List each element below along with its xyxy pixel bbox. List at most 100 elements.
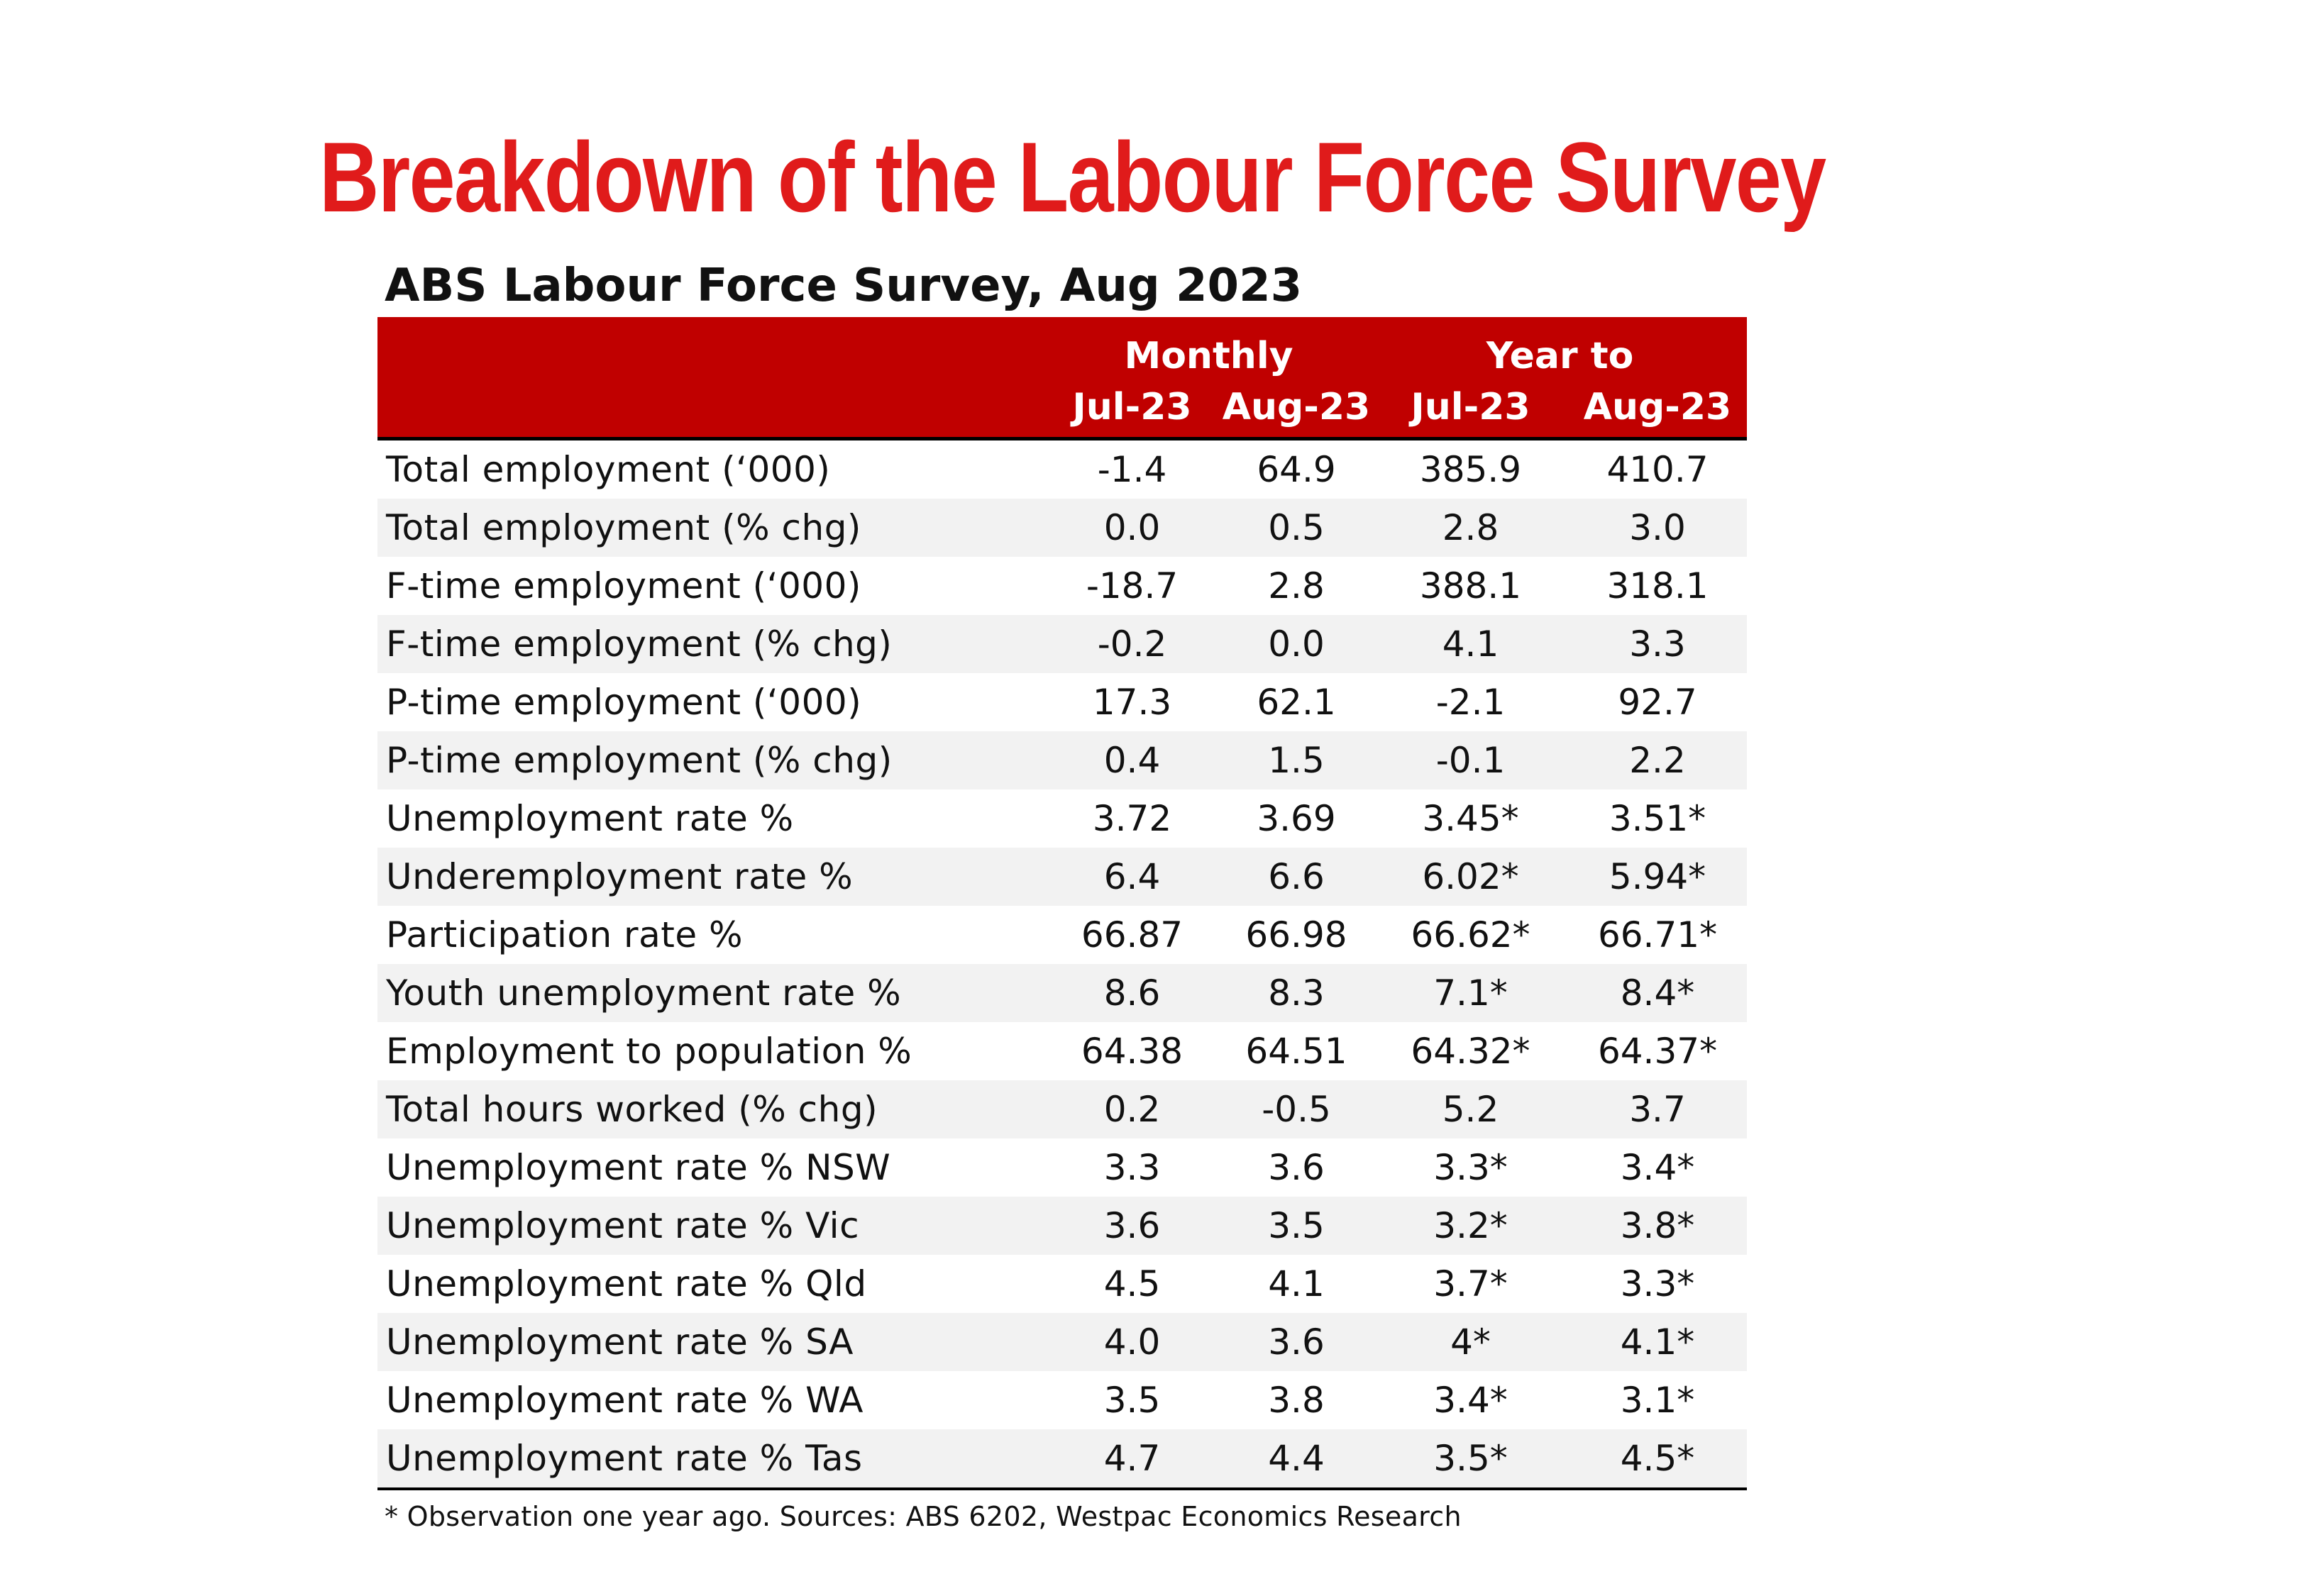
table-cell-value: 6.4 <box>1044 848 1220 906</box>
table-row: Unemployment rate % NSW 3.3 3.6 3.3* 3.4* <box>377 1138 1747 1197</box>
labour-force-table: Monthly Year to Jul-23 Aug-23 Jul-23 Aug… <box>377 317 1748 1490</box>
row-label: Unemployment rate % Qld <box>386 1263 867 1304</box>
table-cell-value: 0.0 <box>1044 499 1220 557</box>
table-row: Total hours worked (% chg) 0.2 -0.5 5.2 3.7 <box>377 1080 1748 1138</box>
table-cell-value: 3.4* <box>1433 1380 1508 1421</box>
column-group-monthly: Monthly <box>1044 317 1373 377</box>
row-label: Employment to population % <box>386 1031 912 1072</box>
table-row: Underemployment rate % 6.4 6.6 6.02* 5.94* <box>377 848 1748 906</box>
table-cell-value: -2.1 <box>1435 682 1506 723</box>
table-row: P-time employment (% chg) 0.4 1.5 -0.1 2.2 <box>377 731 1748 789</box>
row-label: Unemployment rate % WA <box>386 1380 864 1421</box>
table-cell-value: -1.4 <box>1097 449 1167 490</box>
table-cell-value: 4.5* <box>1568 1429 1748 1490</box>
table-cell-value: 7.1* <box>1373 964 1568 1022</box>
row-label: Underemployment rate % <box>377 848 1044 906</box>
table-row: Unemployment rate % Tas 4.7 4.4 3.5* 4.5* <box>377 1429 1748 1490</box>
table-cell-value: 1.5 <box>1220 731 1373 789</box>
table-cell-value: 3.0 <box>1568 499 1748 557</box>
table-cell-value: 3.5 <box>1220 1197 1373 1255</box>
table-row: Total employment (‘000) -1.4 64.9 385.9 410.… <box>377 439 1747 499</box>
table-cell-value: 385.9 <box>1419 449 1522 490</box>
table-cell-value: 3.2* <box>1373 1197 1568 1255</box>
table-cell-value: 5.94* <box>1568 848 1748 906</box>
table-cell-value: 4.1* <box>1568 1313 1748 1371</box>
row-label: P-time employment (‘000) <box>386 682 862 723</box>
table-row: Youth unemployment rate % 8.6 8.3 7.1* 8.4* <box>377 964 1748 1022</box>
table-footnote: * Observation one year ago. Sources: ABS… <box>385 1501 1462 1532</box>
row-label: F-time employment (‘000) <box>386 565 861 606</box>
column-header: Aug-23 <box>1220 377 1373 440</box>
table-row: F-time employment (‘000) -18.7 2.8 388.1 318… <box>377 557 1747 615</box>
table-cell-value: 62.1 <box>1257 682 1336 723</box>
table-cell-value: 3.5* <box>1373 1429 1568 1490</box>
row-label: Total hours worked (% chg) <box>377 1080 1044 1138</box>
table-cell-value: 3.51* <box>1609 798 1706 839</box>
table-cell-value: 3.7 <box>1568 1080 1748 1138</box>
table-cell-value: 4.5 <box>1103 1263 1161 1304</box>
table-cell-value: 6.6 <box>1220 848 1373 906</box>
table-cell-value: 5.2 <box>1373 1080 1568 1138</box>
table-cell-value: 388.1 <box>1419 565 1522 606</box>
table-cell-value: 64.38 <box>1081 1031 1184 1072</box>
table-cell-value: 92.7 <box>1618 682 1697 723</box>
column-header: Aug-23 <box>1568 377 1748 440</box>
table-row: Unemployment rate % 3.72 3.69 3.45* 3.51* <box>377 789 1747 848</box>
table-cell-value: 0.4 <box>1044 731 1220 789</box>
table-cell-value: 64.51 <box>1245 1031 1347 1072</box>
row-label: Total employment (‘000) <box>386 449 831 490</box>
table-cell-value: 4.1 <box>1268 1263 1325 1304</box>
table-row: P-time employment (‘000) 17.3 62.1 -2.1 92.7 <box>377 673 1747 731</box>
table-row: Unemployment rate % Qld 4.5 4.1 3.7* 3.3* <box>377 1255 1747 1313</box>
table-cell-value: 66.98 <box>1245 914 1347 955</box>
table-cell-value: 318.1 <box>1606 565 1709 606</box>
row-label: Unemployment rate % NSW <box>386 1147 891 1188</box>
table-cell-value: 410.7 <box>1606 449 1709 490</box>
table-cell-value: 3.7* <box>1433 1263 1508 1304</box>
table-row: F-time employment (% chg) -0.2 0.0 4.1 3.3 <box>377 615 1748 673</box>
data-table-container: Monthly Year to Jul-23 Aug-23 Jul-23 Aug… <box>377 317 1748 1490</box>
table-cell-value: 3.5 <box>1103 1380 1161 1421</box>
table-cell-value: 3.6 <box>1268 1147 1325 1188</box>
table-cell-value: 3.69 <box>1257 798 1336 839</box>
table-cell-value: 4.4 <box>1220 1429 1373 1490</box>
column-header-row: Jul-23 Aug-23 Jul-23 Aug-23 <box>377 377 1748 440</box>
row-label: P-time employment (% chg) <box>377 731 1044 789</box>
row-label: Youth unemployment rate % <box>377 964 1044 1022</box>
table-cell-value: 3.3* <box>1620 1263 1695 1304</box>
table-body: Total employment (‘000) -1.4 64.9 385.9 410.… <box>377 439 1748 1490</box>
column-group-header-row: Monthly Year to <box>377 317 1748 377</box>
row-label: F-time employment (% chg) <box>377 615 1044 673</box>
row-label: Unemployment rate % Tas <box>377 1429 1044 1490</box>
table-cell-value: 8.6 <box>1044 964 1220 1022</box>
table-cell-value: 3.3 <box>1568 615 1748 673</box>
table-cell-value: 66.87 <box>1081 914 1184 955</box>
table-cell-value: 3.3* <box>1433 1147 1508 1188</box>
table-cell-value: 4.7 <box>1044 1429 1220 1490</box>
table-cell-value: 66.71* <box>1597 914 1718 955</box>
table-cell-value: 0.2 <box>1044 1080 1220 1138</box>
table-cell-value: 3.3 <box>1103 1147 1161 1188</box>
table-cell-value: 17.3 <box>1092 682 1172 723</box>
table-cell-value: 4* <box>1373 1313 1568 1371</box>
table-row: Employment to population % 64.38 64.51 64.3… <box>377 1022 1747 1080</box>
row-label: Unemployment rate % Vic <box>377 1197 1044 1255</box>
table-cell-value: 0.5 <box>1220 499 1373 557</box>
header-blank-cell <box>377 377 1044 440</box>
table-cell-value: 8.3 <box>1220 964 1373 1022</box>
table-cell-value: 64.32* <box>1411 1031 1530 1072</box>
column-header: Jul-23 <box>1044 377 1220 440</box>
row-label: Unemployment rate % <box>386 798 794 839</box>
table-cell-value: 3.8 <box>1268 1380 1325 1421</box>
table-cell-value: 8.4* <box>1568 964 1748 1022</box>
table-cell-value: 3.8* <box>1568 1197 1748 1255</box>
table-cell-value: 64.9 <box>1257 449 1336 490</box>
table-cell-value: 64.37* <box>1597 1031 1718 1072</box>
table-cell-value: 2.2 <box>1568 731 1748 789</box>
table-cell-value: 3.72 <box>1092 798 1172 839</box>
row-label: Total employment (% chg) <box>377 499 1044 557</box>
table-row: Unemployment rate % WA 3.5 3.8 3.4* 3.1* <box>377 1371 1747 1429</box>
table-cell-value: 3.4* <box>1620 1147 1695 1188</box>
table-cell-value: 3.6 <box>1044 1197 1220 1255</box>
table-cell-value: 2.8 <box>1268 565 1325 606</box>
